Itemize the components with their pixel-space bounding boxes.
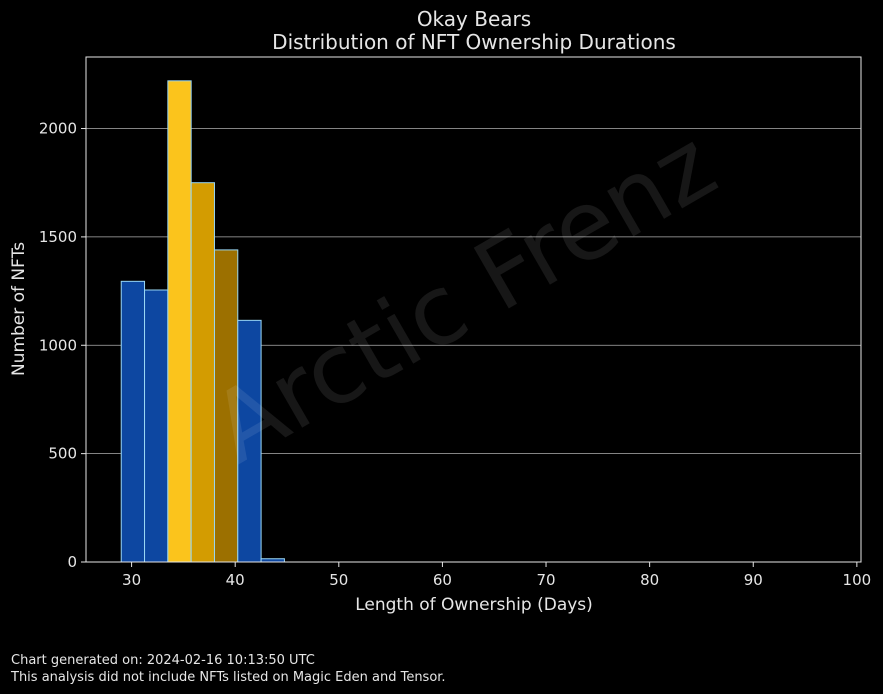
chart-subtitle: Distribution of NFT Ownership Durations (272, 30, 676, 54)
y-tick-label: 1500 (39, 228, 77, 246)
x-tick-label: 80 (640, 571, 659, 589)
histogram-bar (144, 289, 169, 563)
y-tick-label: 2000 (39, 120, 77, 138)
footer-note: This analysis did not include NFTs liste… (11, 670, 446, 685)
y-tick-label: 1000 (39, 336, 77, 354)
x-tick-label: 40 (226, 571, 245, 589)
footer-generated: Chart generated on: 2024-02-16 10:13:50 … (11, 653, 315, 668)
watermark: Arctic Frenz (193, 108, 733, 485)
chart-title: Okay Bears (417, 7, 531, 31)
plot-frame (85, 56, 862, 563)
x-tick-label: 100 (843, 571, 872, 589)
x-tick-label: 30 (122, 571, 141, 589)
x-tick-label: 70 (536, 571, 555, 589)
y-tick-label: 500 (48, 445, 77, 463)
bars (120, 80, 285, 563)
histogram-bar (190, 182, 215, 563)
x-axis-ticks: 30 40 50 60 70 80 90 100 (122, 562, 871, 589)
y-axis-ticks: 0 500 1000 1500 2000 (39, 120, 86, 571)
histogram-bar (120, 280, 146, 563)
x-tick-label: 90 (744, 571, 763, 589)
x-tick-label: 60 (433, 571, 452, 589)
histogram-bar (167, 80, 192, 563)
y-axis-label: Number of NFTs (9, 242, 29, 376)
x-tick-label: 50 (329, 571, 348, 589)
x-axis-label: Length of Ownership (Days) (355, 595, 593, 615)
y-tick-label: 0 (67, 553, 77, 571)
